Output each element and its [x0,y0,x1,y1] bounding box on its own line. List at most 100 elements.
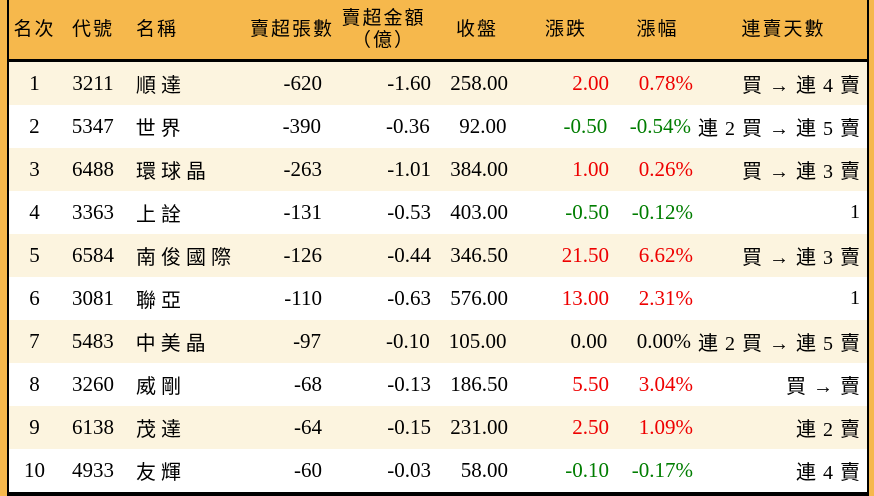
cell-change: -0.10 [565,458,609,482]
cell-rank: 6 [29,286,40,310]
cell-code: 6138 [72,415,114,439]
cell-net_sell_amount: -1.01 [387,157,431,181]
cell-streak: 買 → 連 3 賣 [742,161,861,183]
table-header-row: 名次 代號 名稱 賣超張數 賣超金額 （億） 收盤 漲跌 漲幅 連賣天數 [9,0,867,62]
cell-name: 友輝 [136,462,186,484]
cell-net_sell_amount: -0.13 [387,372,431,396]
cell-net_sell_lots: -263 [283,157,323,181]
cell-close: 58.00 [460,458,508,482]
cell-close: 105.00 [448,329,507,353]
cell-net_sell_amount: -0.10 [386,329,430,353]
cell-net_sell_amount: -0.44 [387,243,431,267]
cell-change: 13.00 [561,286,609,310]
cell-streak: 買 → 連 4 賣 [742,75,861,97]
column-header-code: 代號 [71,18,114,40]
cell-rank: 7 [29,329,40,353]
cell-change: 0.00 [570,329,608,353]
cell-net_sell_lots: -131 [283,200,323,224]
cell-name: 環球晶 [136,161,211,183]
table-row: 5 6584 南俊國際 -126 -0.44 346.50 21.50 6.62% 買 → 連 … [9,234,867,277]
table-row: 3 6488 環球晶 -263 -1.01 384.00 1.00 0.26% 買 → 連 3 … [9,148,867,191]
table-row: 4 3363 上詮 -131 -0.53 403.00 -0.50 -0.12% 1 [9,191,867,234]
cell-code: 3260 [72,372,114,396]
cell-change: 5.50 [572,372,609,396]
cell-name: 上詮 [136,204,186,226]
table-row: 2 5347 世界 -390 -0.36 92.00 -0.50 -0.54% 連 2 買 → … [9,105,867,148]
cell-net_sell_lots: -126 [283,243,323,267]
cell-name: 茂達 [136,419,186,441]
cell-net_sell_lots: -64 [294,415,322,439]
cell-change_pct: -0.12% [631,200,693,224]
cell-net_sell_lots: -620 [283,71,323,95]
cell-rank: 4 [29,200,40,224]
cell-code: 3363 [72,200,114,224]
cell-code: 3081 [72,286,114,310]
cell-change_pct: 2.31% [638,286,693,310]
column-header-net_sell_lots: 賣超張數 [250,18,335,40]
cell-change: -0.50 [565,200,609,224]
cell-change: 21.50 [561,243,609,267]
table-row: 10 4933 友輝 -60 -0.03 58.00 -0.10 -0.17% 連 4 賣 [9,449,867,492]
cell-net_sell_amount: -0.63 [387,286,431,310]
cell-net_sell_lots: -68 [294,372,322,396]
table-row: 8 3260 威剛 -68 -0.13 186.50 5.50 3.04% 買 → 賣 [9,363,867,406]
cell-change_pct: 3.04% [638,372,693,396]
cell-streak: 1 [850,287,861,309]
cell-name: 中美晶 [135,333,211,355]
cell-change_pct: 1.09% [638,415,693,439]
cell-code: 4933 [72,458,114,482]
table-row: 9 6138 茂達 -64 -0.15 231.00 2.50 1.09% 連 2 賣 [9,406,867,449]
cell-code: 6584 [72,243,114,267]
column-header-change: 漲跌 [544,18,587,40]
cell-net_sell_lots: -97 [293,329,322,353]
cell-net_sell_lots: -110 [284,286,322,310]
cell-change_pct: 6.62% [638,243,693,267]
cell-change_pct: 0.78% [638,71,693,95]
cell-close: 384.00 [450,157,508,181]
cell-streak: 1 [850,201,861,223]
cell-close: 92.00 [459,114,507,138]
cell-name: 威剛 [136,376,186,398]
cell-net_sell_amount: -1.60 [387,71,431,95]
cell-code: 5483 [71,329,114,353]
cell-change_pct: 0.00% [636,329,692,353]
cell-name: 聯亞 [136,290,186,312]
cell-rank: 9 [29,415,40,439]
cell-change_pct: -0.17% [631,458,693,482]
cell-code: 3211 [72,71,114,95]
cell-streak: 連 4 賣 [796,462,861,484]
cell-streak: 連 2 買 → 連 5 賣 [698,333,862,355]
table-body: 1 3211 順達 -620 -1.60 258.00 2.00 0.78% 買 → 連 4 賣… [9,62,867,492]
cell-net_sell_lots: -390 [282,114,322,138]
table-row: 6 3081 聯亞 -110 -0.63 576.00 13.00 2.31% 1 [9,277,867,320]
column-header-rank: 名次 [13,18,56,40]
cell-rank: 10 [24,458,45,482]
cell-close: 258.00 [450,71,508,95]
cell-streak: 連 2 買 → 連 5 賣 [698,118,862,140]
cell-change: 1.00 [572,157,609,181]
cell-code: 6488 [72,157,114,181]
column-header-line: 賣超金額 [341,7,426,29]
table-row: 7 5483 中美晶 -97 -0.10 105.00 0.00 0.00% 連 2 買 → 連… [9,320,867,363]
cell-change_pct: -0.54% [629,114,692,138]
column-header-net_sell_amount: 賣超金額 （億） [330,8,437,52]
table-row: 1 3211 順達 -620 -1.60 258.00 2.00 0.78% 買 → 連 4 賣 [9,62,867,105]
cell-rank: 2 [29,114,40,138]
cell-change: -0.50 [563,114,608,138]
cell-name: 世界 [135,118,186,140]
column-header-change_pct: 漲幅 [636,18,679,40]
cell-name: 順達 [136,75,186,97]
net-sell-table: 名次 代號 名稱 賣超張數 賣超金額 （億） 收盤 漲跌 漲幅 連賣天數 1 3211 順達 -620-… [7,0,869,496]
cell-close: 403.00 [450,200,508,224]
cell-change: 2.50 [572,415,609,439]
cell-close: 231.00 [450,415,508,439]
cell-net_sell_amount: -0.03 [387,458,431,482]
cell-change: 2.00 [572,71,609,95]
cell-code: 5347 [71,114,114,138]
cell-streak: 買 → 賣 [786,376,861,398]
column-header-line: （億） [351,29,415,51]
column-header-name: 名稱 [136,18,179,40]
cell-close: 576.00 [450,286,508,310]
cell-rank: 3 [29,157,40,181]
cell-streak: 連 2 賣 [796,419,861,441]
